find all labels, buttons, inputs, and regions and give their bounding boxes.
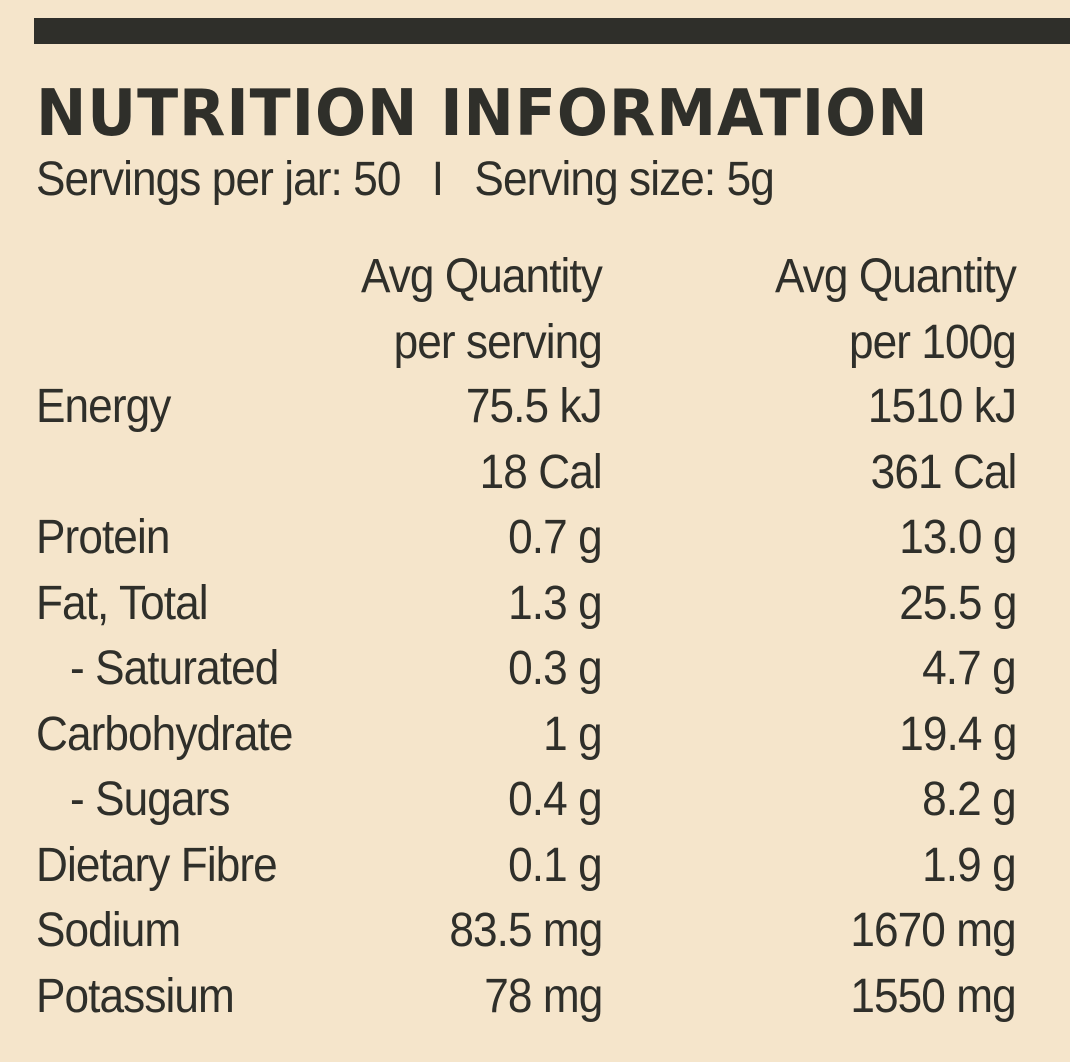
servings-separator: I (431, 153, 444, 206)
column-header-line: per serving (393, 316, 603, 369)
nutrient-name: Sodium (36, 904, 181, 957)
serving-size: Serving size: 5g (474, 153, 774, 206)
per-100g-value: 4.7 g (922, 642, 1017, 695)
table-row: Energy 75.5 kJ 1510 kJ (0, 374, 1070, 440)
per-serving-value: 1.3 g (508, 576, 603, 630)
per-100g-value: 8.2 g (922, 773, 1017, 826)
per-100g-value: 1670 mg (850, 904, 1017, 957)
nutrient-name: Potassium (36, 969, 235, 1023)
panel-title: NUTRITION INFORMATION (36, 77, 929, 151)
nutrient-name: Protein (36, 511, 170, 564)
column-header-per-100g: Avg Quantity per 100g (775, 244, 1017, 376)
nutrient-name: Carbohydrate (36, 707, 293, 761)
per-serving-value: 0.3 g (508, 642, 603, 695)
per-100g-value: 1550 mg (850, 969, 1017, 1023)
per-serving-value: 1 g (543, 707, 603, 761)
nutrient-name: - Saturated (70, 642, 279, 695)
per-100g-value: 13.0 g (898, 511, 1017, 564)
nutrient-name: - Sugars (70, 773, 230, 826)
nutrient-name: Energy (36, 380, 171, 433)
per-100g-value: 1.9 g (922, 838, 1017, 892)
column-header-line: per 100g (849, 316, 1017, 369)
column-header-line: Avg Quantity (775, 250, 1017, 303)
nutrient-table: Energy 75.5 kJ 1510 kJ 18 Cal 361 Cal Pr… (0, 374, 1070, 1029)
per-100g-value: 25.5 g (898, 576, 1017, 630)
nutrient-name: Dietary Fibre (36, 838, 278, 892)
table-row: Dietary Fibre 0.1 g 1.9 g (0, 833, 1070, 899)
table-row: Fat, Total 1.3 g 25.5 g (0, 571, 1070, 637)
top-rule (34, 18, 1070, 44)
per-serving-value: 0.7 g (508, 511, 603, 564)
column-header-per-serving: Avg Quantity per serving (361, 244, 603, 376)
table-row: - Saturated 0.3 g 4.7 g (0, 636, 1070, 702)
servings-line: Servings per jar: 50 I Serving size: 5g (36, 150, 775, 210)
table-row: 18 Cal 361 Cal (0, 440, 1070, 506)
per-serving-value: 83.5 mg (448, 904, 603, 957)
per-serving-value: 75.5 kJ (466, 380, 603, 433)
per-100g-value: 19.4 g (898, 707, 1017, 761)
table-row: Sodium 83.5 mg 1670 mg (0, 898, 1070, 964)
servings-per-jar: Servings per jar: 50 (36, 153, 401, 206)
table-row: Potassium 78 mg 1550 mg (0, 964, 1070, 1030)
per-serving-value: 18 Cal (479, 445, 603, 499)
table-row: Carbohydrate 1 g 19.4 g (0, 702, 1070, 768)
table-row: - Sugars 0.4 g 8.2 g (0, 767, 1070, 833)
column-header-line: Avg Quantity (361, 250, 603, 303)
per-serving-value: 0.1 g (508, 838, 603, 892)
table-row: Protein 0.7 g 13.0 g (0, 505, 1070, 571)
per-100g-value: 1510 kJ (867, 380, 1017, 433)
nutrient-name: Fat, Total (36, 576, 209, 630)
per-serving-value: 78 mg (483, 969, 603, 1023)
per-100g-value: 361 Cal (870, 445, 1017, 499)
per-serving-value: 0.4 g (508, 773, 603, 826)
